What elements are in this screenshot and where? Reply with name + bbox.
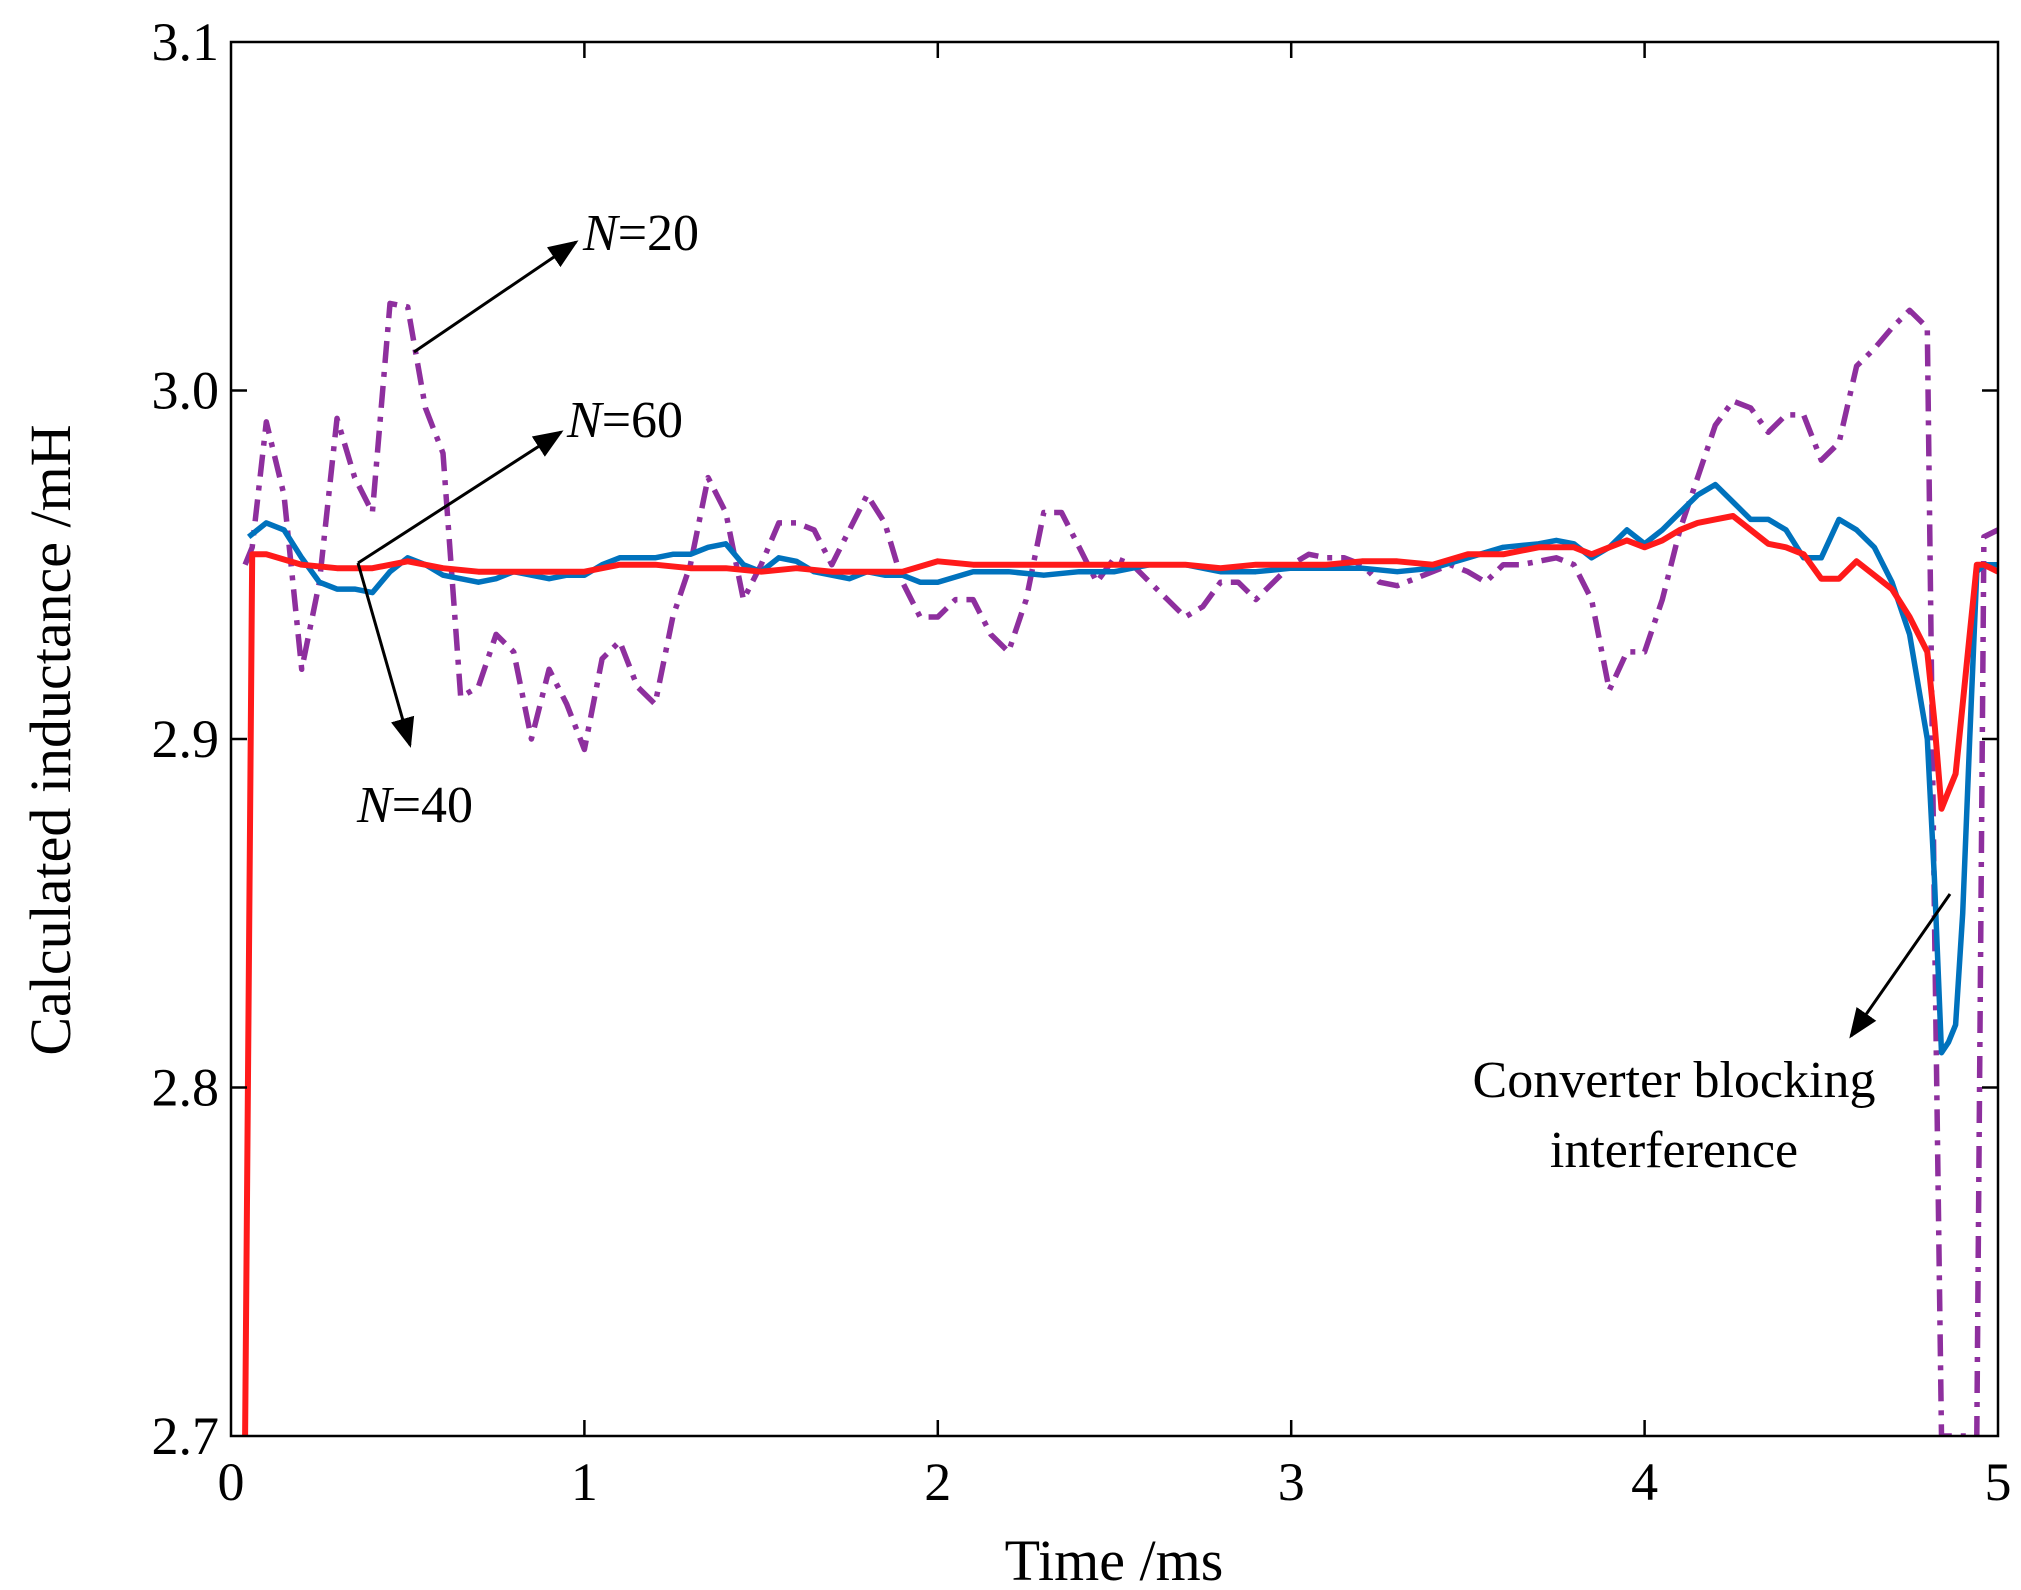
x-tick-label: 0 <box>218 1452 245 1512</box>
x-tick-label: 1 <box>571 1452 598 1512</box>
ticks-layer: 0 1 2 3 4 5 2.7 2.8 2.9 3.0 3.1 <box>152 12 2012 1512</box>
y-tick-label: 2.7 <box>152 1406 220 1466</box>
x-tick-label: 4 <box>1631 1452 1658 1512</box>
y-tick-label: 2.8 <box>152 1058 220 1118</box>
arrow-n20 <box>413 240 579 354</box>
x-axis-label: Time /ms <box>1005 1528 1224 1590</box>
annotation-converter-blocking-line2: interference <box>1550 1122 1798 1179</box>
arrow-n60 <box>357 430 564 565</box>
x-tick-label: 2 <box>924 1452 951 1512</box>
plot-background <box>231 42 1998 1436</box>
y-tick-label: 3.0 <box>152 361 220 421</box>
annotation-converter-blocking-line1: Converter blocking <box>1473 1052 1876 1109</box>
y-axis-label: Calculated inductance /mH <box>18 424 83 1055</box>
x-tick-label: 3 <box>1278 1452 1305 1512</box>
series-line-n20 <box>242 300 1998 1436</box>
annotation-n40: N=40 <box>356 777 473 834</box>
series-line-n40 <box>246 481 1998 1056</box>
series-layer <box>242 300 1998 1436</box>
y-tick-label: 2.9 <box>152 709 220 769</box>
series-line-n60 <box>242 513 1998 1436</box>
x-tick-label: 5 <box>1985 1452 2012 1512</box>
arrow-converter-blocking <box>1849 893 1952 1039</box>
arrow-n40 <box>356 562 415 748</box>
annotation-n20: N=20 <box>582 205 699 262</box>
annotation-n60: N=60 <box>566 392 683 449</box>
y-tick-label: 3.1 <box>152 12 220 72</box>
